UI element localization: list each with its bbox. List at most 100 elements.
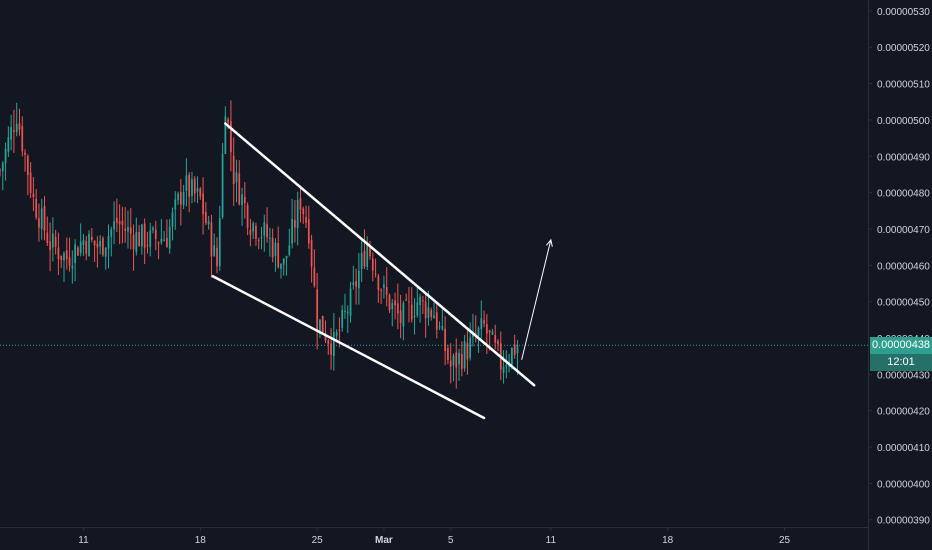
candle-body [294, 219, 296, 228]
candle-body [202, 193, 204, 215]
candle [435, 304, 438, 339]
candle-body [477, 328, 480, 336]
candle [363, 229, 366, 269]
price-tick-label: 0.00000400 [877, 479, 930, 490]
candle-body [43, 206, 46, 231]
candle [54, 229, 57, 255]
candle-body [282, 258, 285, 265]
arrow-head[interactable] [546, 238, 553, 247]
price-axis[interactable]: 0.00000530 0.00000520 0.00000510 0.00000500… [868, 7, 930, 527]
candle-body [388, 294, 391, 311]
candle-body [107, 236, 110, 249]
candle [46, 216, 49, 246]
candle-body [346, 312, 349, 314]
candle-body [321, 315, 324, 335]
candle [232, 137, 235, 206]
candle [40, 198, 43, 240]
candle [371, 252, 374, 282]
candle [177, 191, 179, 205]
candle-body [146, 244, 149, 246]
price-tick-label: 0.00000410 [877, 443, 930, 454]
candle [93, 240, 96, 262]
candle [74, 239, 76, 282]
candle [218, 205, 221, 271]
candle [463, 335, 466, 372]
candle-body [199, 188, 202, 197]
candle [263, 214, 266, 252]
candle-body [216, 247, 218, 267]
candle [480, 300, 483, 339]
candle [310, 234, 313, 283]
candle-body [124, 228, 127, 231]
candle [321, 315, 324, 335]
candle [280, 263, 282, 279]
upper-channel-line[interactable] [224, 122, 536, 387]
candle-body [230, 121, 232, 153]
candle [118, 204, 121, 245]
candle-body [438, 326, 441, 328]
candle-body [54, 236, 57, 247]
candle-body [358, 270, 360, 289]
candle [447, 344, 449, 365]
candle-body [163, 239, 166, 241]
candle [182, 184, 185, 210]
candle [127, 210, 129, 249]
lower-channel-line[interactable] [211, 274, 486, 420]
candle [433, 302, 435, 319]
candle [266, 207, 268, 243]
candle-body [488, 330, 491, 333]
candle-body [63, 253, 65, 261]
candle [466, 328, 469, 375]
candle [505, 350, 508, 379]
candle-body [132, 234, 135, 250]
candle [196, 176, 199, 204]
candle-body [363, 251, 366, 267]
candle [277, 226, 280, 269]
candle-body [466, 342, 469, 360]
candle-body [143, 223, 146, 248]
time-tick-label: 5 [448, 535, 454, 546]
candle [383, 275, 385, 299]
candle-body [394, 300, 396, 306]
candle [143, 218, 146, 264]
candle-body [179, 191, 182, 205]
candle [408, 287, 410, 323]
candle-body [38, 218, 40, 228]
candle [235, 159, 238, 203]
candle [377, 273, 380, 303]
candle-body [444, 328, 446, 352]
candle [205, 202, 207, 226]
candle [243, 182, 246, 219]
projection-arrow[interactable] [521, 238, 553, 360]
candle [210, 214, 213, 278]
candle-body [77, 247, 79, 256]
candle-body [483, 320, 485, 324]
candle-body [447, 348, 449, 361]
arrow-shaft[interactable] [521, 239, 552, 360]
candle [474, 315, 477, 343]
candle-body [455, 352, 458, 368]
candle-body [154, 229, 157, 240]
candle [221, 143, 224, 220]
candle-body [360, 253, 363, 270]
candle-body [4, 148, 7, 164]
candle-body [485, 324, 488, 334]
candle-body [399, 310, 402, 323]
candle [96, 236, 99, 268]
trendlines[interactable] [211, 122, 536, 420]
candle [332, 312, 335, 371]
time-axis[interactable]: 11 18 25 Mar 5 11 18 25 [78, 527, 791, 546]
candle-body [18, 123, 21, 130]
candle-body [49, 241, 51, 251]
candle [35, 189, 38, 220]
candle [135, 217, 138, 256]
candle [85, 236, 88, 261]
candle-body [491, 331, 494, 335]
candle-body [177, 193, 179, 201]
candle [369, 240, 371, 260]
candle [110, 226, 113, 257]
candle-body [430, 310, 433, 317]
candle-body [288, 245, 291, 255]
price-tick-label: 0.00000470 [877, 225, 930, 236]
